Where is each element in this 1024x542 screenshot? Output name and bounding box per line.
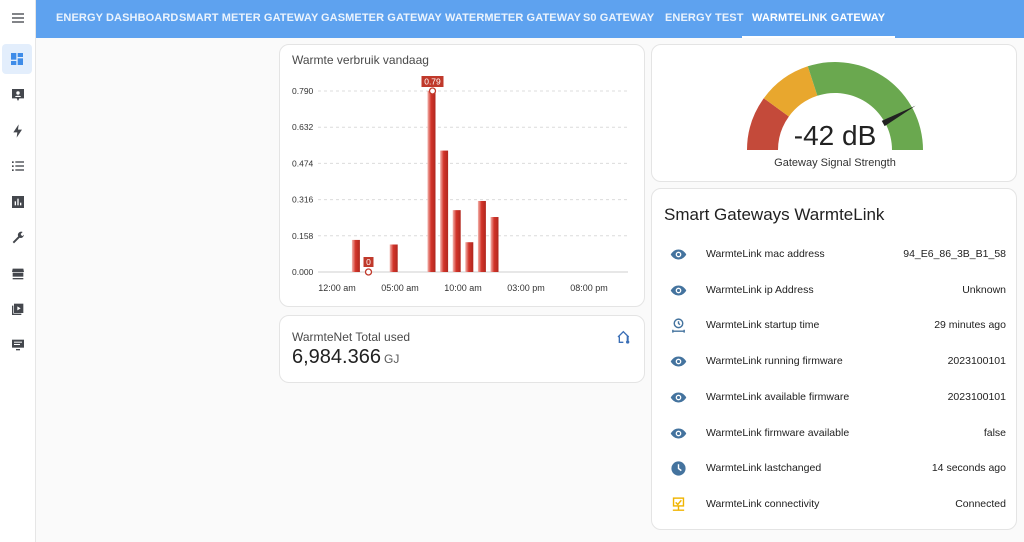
media-icon[interactable] [0, 294, 36, 324]
warmtenet-total-card[interactable]: WarmteNet Total used 6,984.366 GJ [279, 315, 645, 383]
entity-name: WarmteLink mac address [706, 248, 825, 260]
y-tick-label: 0.474 [292, 158, 314, 168]
entity-value: Unknown [962, 283, 1006, 296]
entity-row[interactable]: WarmteLink lastchanged 14 seconds ago [652, 453, 1018, 483]
entity-name: WarmteLink available firmware [706, 390, 850, 403]
network-icon [672, 497, 685, 511]
tab-energy-dashboard[interactable]: ENERGY DASHBOARD [56, 12, 179, 24]
timer-icon [672, 318, 685, 333]
tab-smart-meter-gateway[interactable]: SMART METER GATEWAY [179, 12, 319, 24]
menu-icon[interactable] [0, 3, 36, 33]
entity-row[interactable]: WarmteLink ip Address Unknown [652, 275, 1018, 305]
min-label-bg [363, 257, 374, 267]
clock-icon [671, 461, 686, 476]
wrench-icon[interactable] [0, 223, 36, 253]
person-card-icon[interactable] [0, 80, 36, 110]
bar[interactable] [351, 239, 360, 272]
chart-bars-icon[interactable] [0, 187, 36, 217]
entity-name: WarmteLink running firmware [706, 355, 843, 368]
x-tick-label: 12:00 am [318, 283, 356, 293]
gauge-label: Gateway Signal Strength [774, 157, 896, 169]
eye-icon [670, 285, 687, 296]
entity-value: Connected [955, 497, 1006, 510]
gauge-value: -42 dB [793, 120, 877, 151]
tab-warmtelink-gateway[interactable]: WARMTELINK GATEWAY [742, 0, 896, 38]
total-title: WarmteNet Total used [292, 330, 411, 344]
max-point-marker [428, 87, 437, 95]
x-tick-label: 05:00 am [381, 283, 419, 293]
entity-value: 2023100101 [947, 390, 1006, 403]
entity-row[interactable]: WarmteLink firmware available false [652, 418, 1018, 448]
signal-gauge [747, 62, 923, 150]
entity-name: WarmteLink connectivity [706, 497, 820, 510]
total-value: 6,984.366 [292, 346, 381, 368]
min-label: 0 [366, 257, 371, 267]
bar[interactable] [389, 244, 398, 272]
entity-row[interactable]: WarmteLink available firmware 2023100101 [652, 382, 1018, 412]
tab-watermeter-gateway[interactable]: WATERMETER GATEWAY [445, 12, 582, 24]
eye-icon [670, 249, 687, 260]
signal-strength-gauge-card[interactable]: -42 dB Gateway Signal Strength [651, 44, 1017, 182]
max-label-bg [421, 76, 444, 87]
entities-title: Smart Gateways WarmteLink [664, 205, 885, 224]
entity-value: 29 minutes ago [934, 319, 1006, 332]
entity-name: WarmteLink firmware available [706, 426, 850, 439]
entity-value: false [983, 426, 1006, 439]
y-tick-label: 0.316 [292, 195, 314, 205]
dashboard-icon[interactable] [2, 44, 32, 74]
x-tick-label: 10:00 am [444, 283, 482, 293]
bar[interactable] [465, 242, 474, 272]
total-unit: GJ [383, 352, 400, 366]
gauge-segment-yellow [763, 66, 818, 117]
bar[interactable] [490, 217, 499, 272]
eye-icon [670, 356, 687, 367]
gauge-segment-green [807, 62, 923, 150]
bar[interactable] [440, 150, 449, 272]
entity-value: 94_E6_86_3B_B1_58 [903, 248, 1006, 260]
gauge-needle [881, 105, 916, 127]
y-tick-label: 0.158 [292, 231, 314, 241]
max-label: 0.79 [424, 77, 441, 87]
tab-gasmeter-gateway[interactable]: GASMETER GATEWAY [321, 12, 442, 24]
min-point-marker [364, 268, 373, 276]
entity-name: WarmteLink startup time [706, 319, 820, 332]
sidebar [0, 0, 36, 542]
entity-value: 14 seconds ago [931, 462, 1006, 475]
monitor-icon[interactable] [0, 330, 36, 360]
list-icon[interactable] [0, 151, 36, 181]
entity-name: WarmteLink lastchanged [706, 462, 822, 475]
tab-s0-gateway[interactable]: S0 GATEWAY [583, 12, 655, 24]
bar[interactable] [477, 200, 486, 272]
entity-row[interactable]: WarmteLink mac address 94_E6_86_3B_B1_58 [652, 239, 1018, 269]
chart-title: Warmte verbruik vandaag [292, 53, 429, 67]
warmtelink-entities-card: Smart Gateways WarmteLink WarmteLink mac… [651, 188, 1017, 530]
home-thermometer-icon [617, 330, 630, 344]
y-tick-label: 0.632 [292, 122, 314, 132]
total-value-wrap: 6,984.366 GJ [292, 346, 399, 369]
bar[interactable] [427, 91, 436, 272]
top-tab-bar: ENERGY DASHBOARD SMART METER GATEWAY GAS… [36, 0, 1024, 38]
y-tick-label: 0.000 [292, 267, 314, 277]
bar[interactable] [452, 210, 461, 272]
entity-value: 2023100101 [947, 355, 1006, 368]
x-tick-label: 03:00 pm [507, 283, 545, 293]
eye-icon [670, 428, 687, 438]
entity-row[interactable]: WarmteLink running firmware 2023100101 [652, 346, 1018, 376]
lightning-icon[interactable] [0, 116, 36, 146]
entity-row[interactable]: WarmteLink connectivity Connected [652, 489, 1018, 519]
eye-icon [670, 392, 687, 403]
entity-row[interactable]: WarmteLink startup time 29 minutes ago [652, 310, 1018, 340]
tab-energy-test[interactable]: ENERGY TEST [665, 12, 744, 24]
gauge-segment-red [747, 98, 789, 150]
entity-name: WarmteLink ip Address [706, 283, 814, 296]
heat-usage-chart-card: Warmte verbruik vandaag 0.000 0.158 0.316 0… [279, 44, 645, 307]
x-tick-label: 08:00 pm [570, 283, 608, 293]
y-tick-label: 0.790 [292, 86, 314, 96]
hacs-store-icon[interactable] [0, 259, 36, 289]
